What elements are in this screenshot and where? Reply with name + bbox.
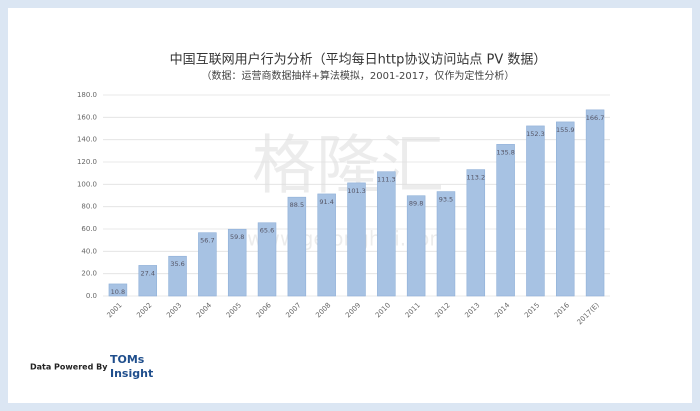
bar	[168, 255, 187, 297]
data-label: 27.4	[140, 269, 154, 277]
x-tick-label: 2004	[195, 301, 214, 320]
data-label: 56.7	[200, 237, 214, 245]
x-tick-label: 2014	[493, 301, 512, 320]
brand: TOMs	[110, 353, 145, 366]
x-tick-label: 2009	[344, 301, 362, 319]
bar	[347, 182, 366, 297]
data-label: 113.2	[466, 174, 485, 182]
bar	[108, 283, 128, 297]
bar	[406, 195, 426, 297]
x-tick-label: 2003	[165, 301, 183, 319]
data-label: 59.8	[230, 233, 244, 241]
bar	[287, 196, 307, 297]
data-label: 88.5	[290, 201, 304, 209]
data-label: 101.3	[347, 187, 366, 195]
y-tick-label: 140.0	[77, 136, 97, 144]
x-tick-label: 2017(E)	[576, 301, 601, 326]
y-tick-label: 40.0	[81, 247, 97, 255]
data-label: 35.6	[170, 260, 184, 268]
bar	[556, 121, 575, 297]
x-tick-label: 2013	[463, 301, 481, 319]
bar	[436, 191, 456, 297]
data-label: 155.9	[556, 126, 575, 134]
data-label: 93.5	[439, 196, 453, 204]
x-tick-label: 2012	[434, 301, 452, 319]
data-label: 166.7	[586, 114, 605, 122]
bar	[496, 144, 515, 297]
y-tick-label: 160.0	[77, 113, 97, 121]
bar	[585, 109, 605, 297]
data-label: 152.3	[526, 130, 545, 138]
credit: Data Powered By	[30, 363, 108, 372]
x-tick-label: 2010	[374, 301, 392, 319]
x-tick-label: 2016	[553, 301, 572, 320]
data-label: 91.4	[319, 198, 333, 206]
bar	[466, 169, 486, 297]
y-tick-label: 180.0	[77, 91, 97, 99]
y-tick-label: 100.0	[77, 180, 97, 188]
x-tick-label: 2011	[404, 301, 422, 319]
bar	[138, 265, 157, 297]
x-tick-label: 2001	[105, 301, 123, 319]
data-label: 65.6	[260, 227, 274, 235]
chart-title: 中国互联网用户行为分析（平均每日http协议访问站点 PV 数据）	[170, 52, 547, 68]
chart-subtitle: （数据：运营商数据抽样+算法模拟，2001-2017，仅作为定性分析）	[202, 69, 515, 82]
x-tick-label: 2005	[225, 301, 243, 319]
data-label: 111.3	[377, 176, 396, 184]
x-tick-label: 2015	[523, 301, 541, 319]
x-tick-label: 2002	[135, 301, 153, 319]
y-tick-label: 80.0	[81, 203, 97, 211]
y-tick-label: 20.0	[81, 270, 97, 278]
bar	[227, 228, 247, 297]
bar	[317, 193, 336, 297]
x-tick-label: 2008	[314, 301, 332, 319]
data-label: 10.8	[111, 288, 125, 296]
frame: 中国互联网用户行为分析（平均每日http协议访问站点 PV 数据） （数据：运营…	[8, 8, 692, 403]
bar	[257, 222, 277, 297]
x-tick-label: 2007	[284, 301, 302, 319]
bar	[526, 125, 545, 297]
bar	[198, 232, 217, 297]
y-tick-label: 120.0	[77, 158, 97, 166]
data-label: 89.8	[409, 200, 423, 208]
y-tick-label: 60.0	[81, 225, 97, 233]
bar	[377, 171, 396, 297]
data-label: 135.8	[496, 148, 515, 156]
chart: 中国互联网用户行为分析（平均每日http协议访问站点 PV 数据） （数据：运营…	[30, 52, 610, 380]
x-tick-label: 2006	[255, 301, 274, 320]
y-tick-label: 0.0	[86, 292, 97, 300]
brand: Insight	[110, 367, 153, 380]
